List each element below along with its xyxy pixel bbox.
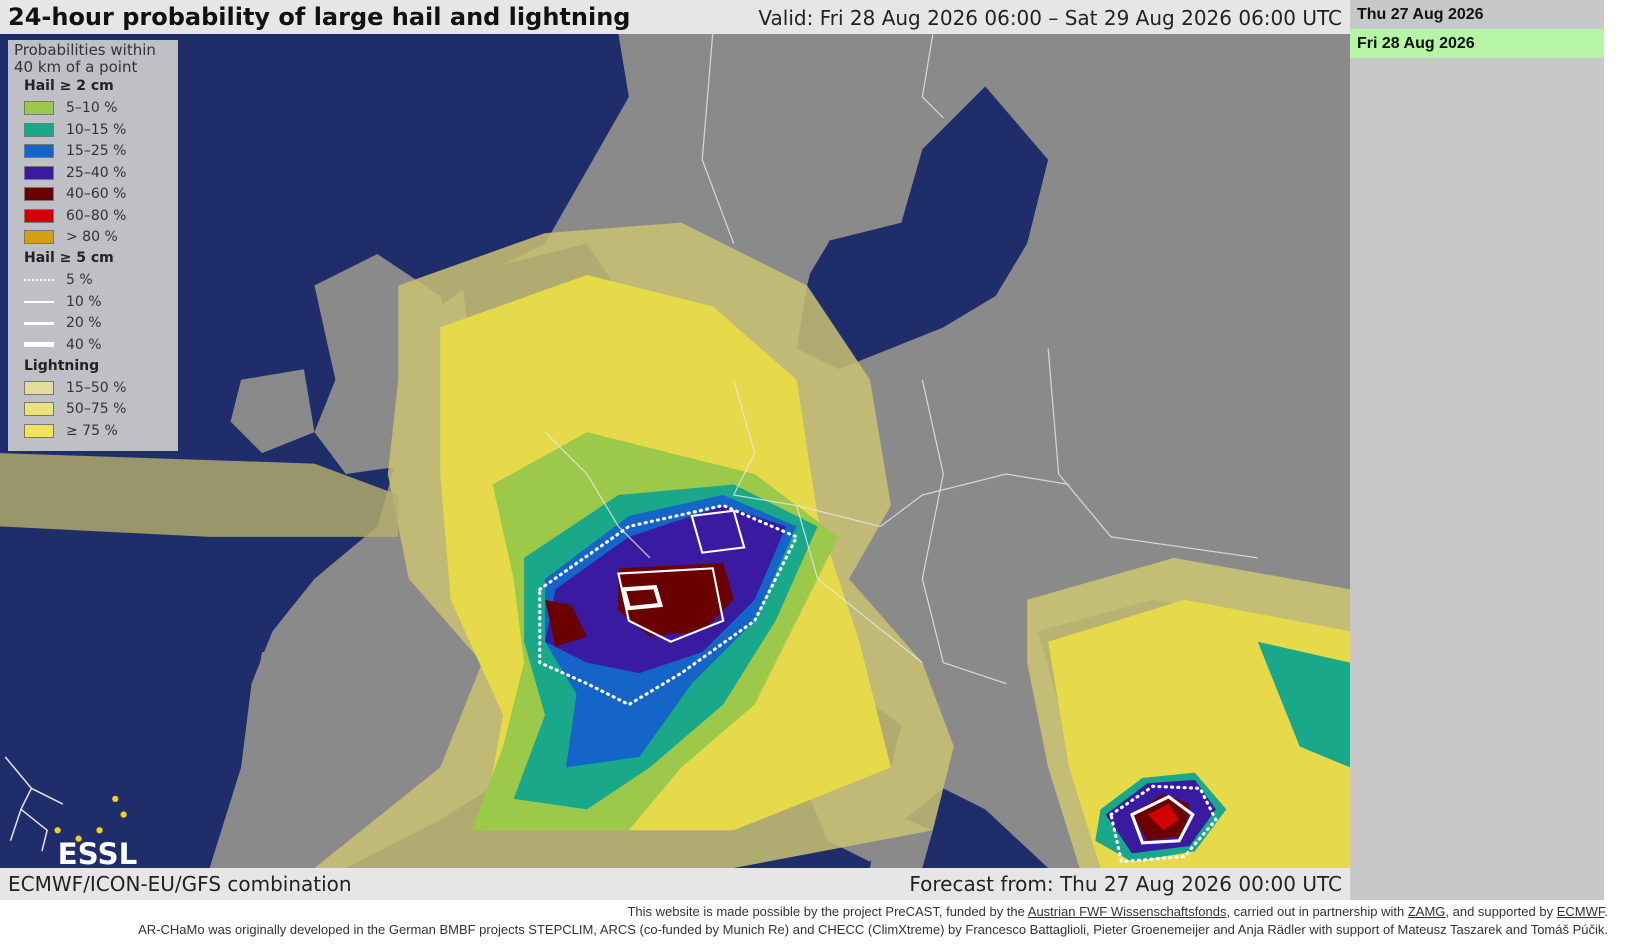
- legend-label: 20 %: [66, 315, 102, 332]
- legend-item: 5 %: [14, 270, 172, 292]
- legend-item: 25–40 %: [14, 162, 172, 184]
- legend-swatch: [24, 279, 54, 282]
- credit-text: AR-CHaMo was originally developed in the…: [138, 922, 1608, 937]
- logo: ESSL: [58, 837, 138, 868]
- map: ESSL: [0, 34, 1350, 868]
- legend-heading: 40 km of a point: [14, 58, 138, 76]
- legend-label: 15–25 %: [66, 143, 127, 160]
- legend-item: 40 %: [14, 334, 172, 356]
- legend-swatch: [24, 423, 54, 438]
- legend-item: 20 %: [14, 313, 172, 335]
- legend-swatch: [24, 187, 54, 202]
- legend-label: 40–60 %: [66, 186, 127, 203]
- legend-label: 15–50 %: [66, 379, 127, 396]
- legend-label: ≥ 75 %: [66, 422, 118, 439]
- legend-item: 15–50 %: [14, 377, 172, 399]
- legend-swatch: [24, 165, 54, 180]
- legend-item: 5–10 %: [14, 98, 172, 120]
- legend-item: > 80 %: [14, 227, 172, 249]
- legend-swatch: [24, 321, 54, 325]
- header: 24-hour probability of large hail and li…: [0, 0, 1350, 34]
- credit-link[interactable]: ZAMG: [1407, 904, 1446, 919]
- legend-label: 5–10 %: [66, 100, 118, 117]
- credit-text: .: [1604, 904, 1608, 919]
- legend-item: 40–60 %: [14, 184, 172, 206]
- footer: ECMWF/ICON-EU/GFS combination Forecast f…: [0, 868, 1350, 900]
- legend-swatch: [24, 122, 54, 137]
- legend-label: 5 %: [66, 272, 93, 289]
- legend-swatch: [24, 230, 54, 245]
- credit-link[interactable]: Austrian FWF Wissenschaftsfonds: [1027, 904, 1227, 919]
- credit-text: , carried out in partnership with: [1226, 904, 1408, 919]
- credit-line: This website is made possible by the pro…: [138, 903, 1608, 921]
- legend-item: 10–15 %: [14, 119, 172, 141]
- legend-label: 50–75 %: [66, 401, 127, 418]
- legend-label: > 80 %: [66, 229, 118, 246]
- legend-label: 10 %: [66, 293, 102, 310]
- credit-line: AR-CHaMo was originally developed in the…: [138, 921, 1608, 939]
- legend: Probabilities within 40 km of a point Hail…: [8, 40, 178, 451]
- legend-label: 25–40 %: [66, 164, 127, 181]
- legend-section-title: Hail ≥ 2 cm: [24, 78, 114, 94]
- legend-item: 15–25 %: [14, 141, 172, 163]
- legend-label: 10–15 %: [66, 121, 127, 138]
- title: 24-hour probability of large hail and li…: [8, 3, 631, 31]
- legend-item: 50–75 %: [14, 399, 172, 421]
- legend-item: ≥ 75 %: [14, 420, 172, 442]
- legend-item: 10 %: [14, 291, 172, 313]
- legend-item: 60–80 %: [14, 205, 172, 227]
- credits: This website is made possible by the pro…: [138, 903, 1608, 939]
- legend-section-title: Lightning: [24, 357, 100, 374]
- legend-swatch: [24, 101, 54, 116]
- legend-heading: Probabilities within: [14, 41, 156, 59]
- credit-text: , and supported by: [1445, 904, 1557, 919]
- legend-section-title: Hail ≥ 5 cm: [24, 250, 114, 266]
- legend-swatch: [24, 208, 54, 223]
- legend-label: 60–80 %: [66, 207, 127, 224]
- date-item[interactable]: Thu 27 Aug 2026: [1357, 6, 1484, 23]
- credit-link[interactable]: ECMWF: [1556, 904, 1605, 919]
- legend-swatch: [24, 402, 54, 417]
- model-info: ECMWF/ICON-EU/GFS combination: [8, 872, 352, 896]
- forecast-time: Forecast from: Thu 27 Aug 2026 00:00 UTC: [909, 872, 1342, 896]
- legend-swatch: [24, 300, 54, 303]
- legend-swatch: [24, 342, 54, 348]
- valid-period: Valid: Fri 28 Aug 2026 06:00 – Sat 29 Au…: [758, 6, 1342, 30]
- legend-label: 40 %: [66, 336, 102, 353]
- credit-text: This website is made possible by the pro…: [627, 904, 1028, 919]
- legend-swatch: [24, 144, 54, 159]
- date-list: Thu 27 Aug 2026 Fri 28 Aug 2026: [1350, 0, 1604, 900]
- legend-swatch: [24, 380, 54, 395]
- date-item[interactable]: Fri 28 Aug 2026: [1350, 29, 1604, 58]
